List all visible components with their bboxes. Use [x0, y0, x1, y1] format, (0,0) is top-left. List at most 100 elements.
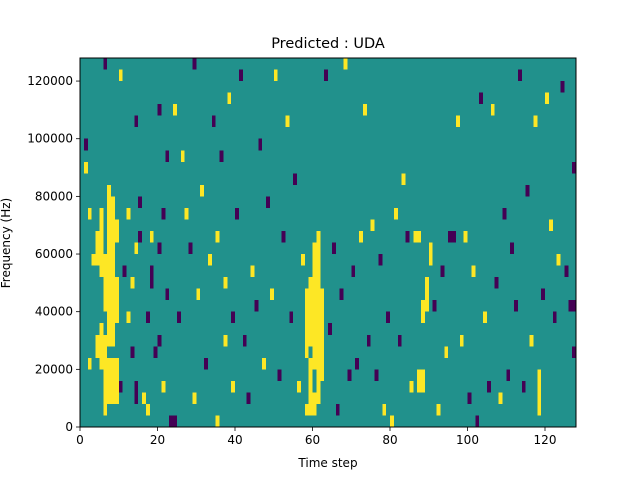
heatmap-cell [207, 254, 212, 266]
heatmap-cell [250, 265, 255, 278]
heatmap-cell [138, 196, 142, 208]
heatmap-cell [91, 254, 96, 266]
heatmap-cell [572, 161, 576, 174]
heatmap-cell [134, 380, 139, 404]
heatmap-cell [188, 242, 193, 255]
heatmap-cell [436, 403, 441, 416]
heatmap-cell [312, 392, 317, 416]
heatmap-background [80, 58, 576, 427]
heatmap-cell [370, 219, 375, 231]
y-tick-label: 40000 [35, 305, 73, 319]
heatmap-cell [273, 69, 278, 82]
heatmap-cell [176, 311, 181, 324]
heatmap-cell [537, 369, 542, 416]
heatmap-cell [421, 300, 425, 324]
x-tick-label: 120 [534, 433, 557, 447]
x-tick-label: 80 [382, 433, 397, 447]
heatmap-cell [467, 392, 472, 404]
y-tick-label: 60000 [35, 247, 73, 261]
heatmap-cell [107, 357, 111, 404]
heatmap-cell [529, 334, 534, 347]
heatmap-cell [293, 173, 297, 185]
heatmap-cell [173, 415, 177, 427]
heatmap-cell [297, 380, 301, 393]
heatmap-cell [331, 242, 336, 255]
heatmap-cell [366, 334, 371, 347]
heatmap-cell [409, 380, 414, 393]
heatmap-cell [215, 230, 220, 243]
heatmap-cell [397, 334, 402, 347]
heatmap-cell [215, 415, 220, 427]
y-tick-label: 120000 [27, 74, 73, 88]
heatmap-cell [393, 207, 398, 220]
x-tick-label: 100 [456, 433, 479, 447]
x-tick-label: 60 [305, 433, 320, 447]
heatmap-cell [548, 219, 553, 231]
heatmap-cell [428, 242, 433, 266]
heatmap-cell [568, 300, 573, 312]
heatmap-cell [525, 184, 530, 197]
heatmap-cell [285, 115, 290, 128]
heatmap-cell [405, 230, 410, 243]
heatmap-cell [552, 311, 557, 324]
heatmap-cell [111, 196, 115, 347]
heatmap-cell [378, 254, 383, 266]
heatmap-cell [134, 115, 139, 128]
heatmap-cell [386, 311, 390, 324]
heatmap-cell [463, 230, 468, 243]
heatmap-cell [486, 380, 491, 393]
heatmap-cell [359, 230, 363, 243]
heatmap-cell [180, 150, 185, 162]
heatmap-cell [421, 369, 425, 393]
heatmap-cell [417, 369, 421, 393]
y-tick-label: 100000 [27, 132, 73, 146]
heatmap-cell [169, 415, 173, 427]
heatmap-cell [103, 58, 108, 70]
heatmap-cell [320, 288, 325, 381]
heatmap-cell [281, 230, 286, 243]
heatmap-cell [204, 357, 208, 370]
heatmap-cell [157, 242, 162, 255]
heatmap-cell [483, 311, 487, 324]
heatmap-cell [114, 277, 119, 324]
x-axis: 0 20 40 60 80 100 120 [76, 427, 556, 447]
heatmap-cell [161, 380, 166, 393]
heatmap-cell [103, 254, 108, 312]
heatmap-cell [517, 69, 522, 82]
heatmap-cell [510, 242, 514, 255]
heatmap-cell [138, 230, 142, 243]
heatmap-cell [308, 277, 313, 347]
heatmap-cell [533, 115, 538, 128]
heatmap-cell [417, 230, 421, 243]
heatmap-cell [455, 115, 460, 128]
heatmap-cell [165, 150, 170, 162]
heatmap-cell [545, 92, 549, 105]
heatmap-cell [440, 265, 445, 278]
heatmap-cell [235, 207, 239, 220]
heatmap-cell [95, 230, 100, 266]
heatmap-cell [448, 230, 452, 243]
heatmap-cell [401, 173, 406, 185]
heatmap-cell [122, 265, 127, 278]
plot-area [79, 57, 577, 428]
y-tick-label: 20000 [35, 362, 73, 376]
heatmap-cell [390, 415, 394, 427]
heatmap-cell [254, 300, 259, 312]
heatmap-cell [200, 184, 204, 197]
heatmap-cell [242, 334, 247, 347]
heatmap-cell [424, 277, 429, 312]
heatmap-cell [374, 369, 379, 381]
heatmap-cell [231, 380, 235, 393]
heatmap-cell [316, 230, 321, 404]
heatmap-cell [126, 207, 131, 220]
heatmap-cell [223, 334, 228, 347]
heatmap-cell [130, 277, 135, 289]
heatmap-cell [157, 104, 162, 116]
heatmap-cell [192, 392, 197, 404]
heatmap-cell [506, 369, 511, 381]
heatmap-cell [572, 346, 576, 358]
heatmap-cell [145, 311, 150, 324]
x-axis-label: Time step [297, 456, 357, 470]
heatmap-cell [153, 346, 158, 358]
